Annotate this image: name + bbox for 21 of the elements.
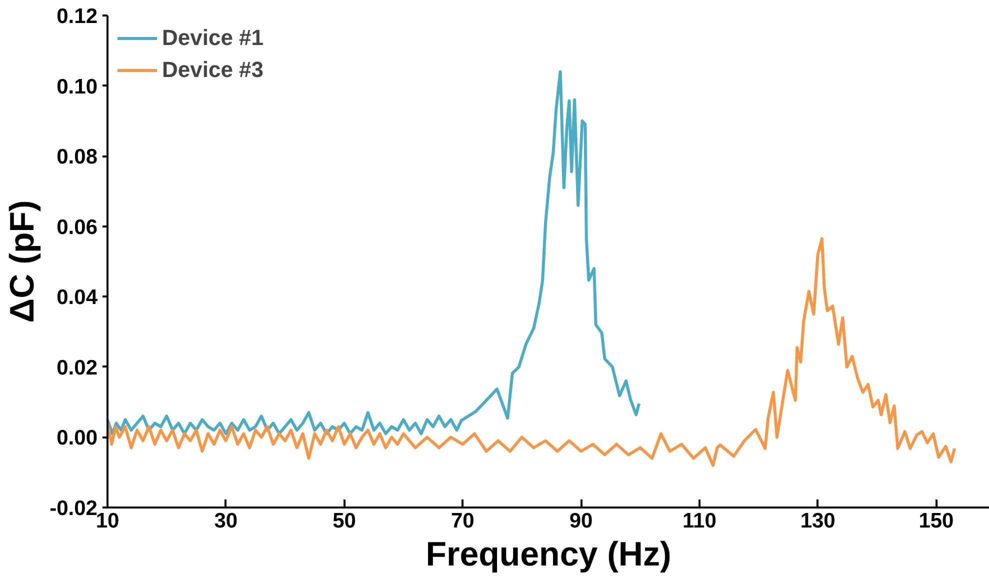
y-tick-label: 0.08 xyxy=(56,146,98,169)
y-tick-label: 0.04 xyxy=(56,286,98,310)
y-axis-title: ΔC (pF) xyxy=(4,200,42,323)
x-tick-label: 110 xyxy=(682,510,716,532)
x-tick-label: 50 xyxy=(332,510,356,532)
legend-label: Device #3 xyxy=(162,57,264,83)
line-series xyxy=(108,237,956,467)
x-tick-label: 30 xyxy=(214,510,238,532)
x-tick-label: 70 xyxy=(450,510,474,532)
y-tick-label: 0.00 xyxy=(56,426,98,450)
y-tick-label: 0.12 xyxy=(56,5,98,28)
y-tick-label: 0.06 xyxy=(56,216,98,239)
legend-label: Device #1 xyxy=(162,25,264,51)
x-axis-title: Frequency (Hz) xyxy=(426,536,672,574)
y-tick-label: 0.02 xyxy=(56,356,98,380)
x-tick-label: 130 xyxy=(800,510,836,532)
x-tick-label: 10 xyxy=(96,510,120,532)
y-tick-label: 0.10 xyxy=(56,75,98,98)
y-tick-label: -0.02 xyxy=(50,497,98,520)
x-tick-label: 150 xyxy=(918,510,954,532)
x-tick-label: 90 xyxy=(569,510,593,532)
